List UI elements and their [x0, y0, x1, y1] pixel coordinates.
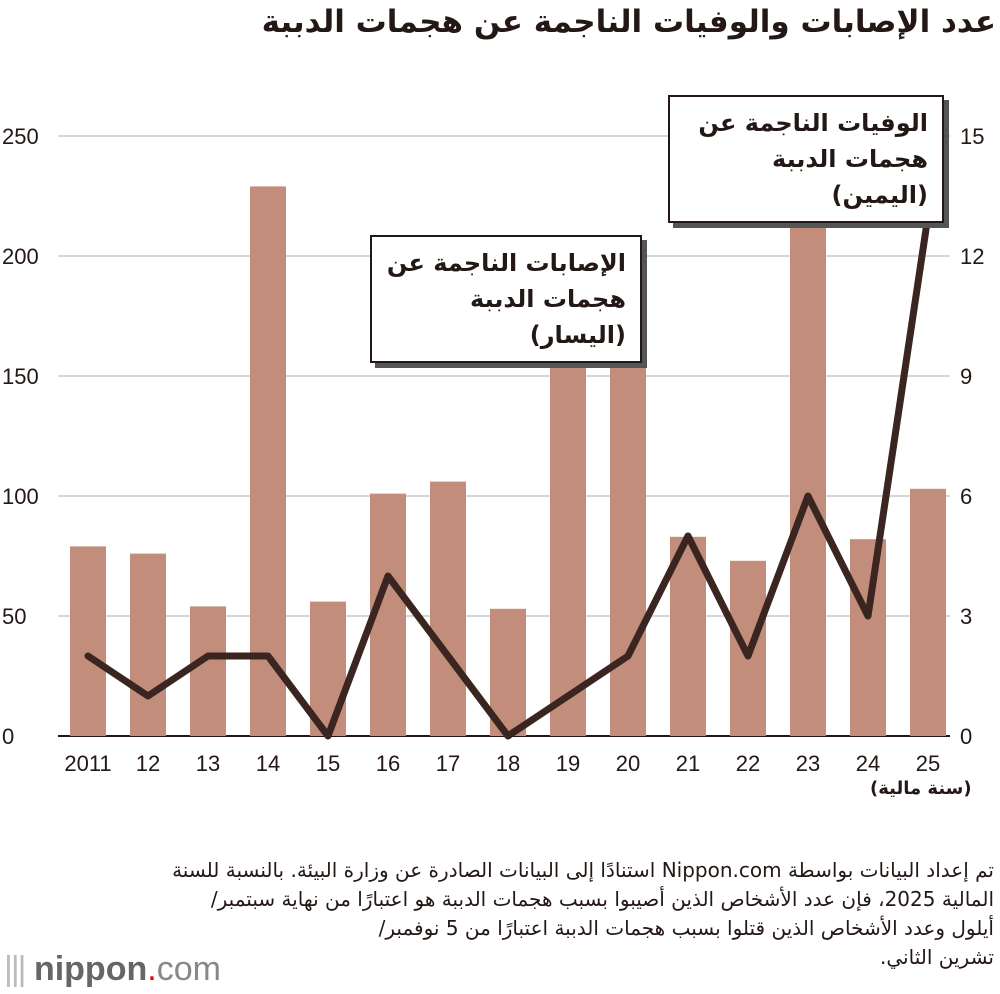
callout-line: هجمات الدببة (اليسار): [470, 285, 626, 349]
y-left-tick-label: 150: [2, 364, 39, 389]
y-right-tick-label: 15: [960, 124, 984, 149]
x-tick-label: 20: [616, 751, 640, 776]
x-tick-label: 17: [436, 751, 460, 776]
nippon-logo: ||| nippon.com: [4, 950, 221, 988]
x-tick-label: 14: [256, 751, 280, 776]
y-left-tick-label: 200: [2, 244, 39, 269]
footnote-line: المالية 2025، فإن عدد الأشخاص الذين أصيب…: [210, 887, 994, 911]
y-right-tick-label: 6: [960, 484, 972, 509]
y-left-tick-label: 0: [2, 724, 14, 749]
x-axis-unit: (سنة مالية): [870, 778, 972, 799]
deaths-callout: الوفيات الناجمة عن هجمات الدببة (اليمين): [668, 95, 944, 223]
y-right-tick-label: 0: [960, 724, 972, 749]
bar: [550, 361, 586, 736]
bar: [850, 539, 886, 736]
x-tick-label: 15: [316, 751, 340, 776]
y-left-tick-label: 250: [2, 124, 39, 149]
footnote-line: أيلول وعدد الأشخاص الذين قتلوا بسبب هجما…: [378, 916, 994, 940]
y-right-tick-label: 3: [960, 604, 972, 629]
x-tick-label: 23: [796, 751, 820, 776]
bar: [130, 553, 166, 736]
footnote-line: تم إعداد البيانات بواسطة Nippon.com استن…: [172, 858, 994, 882]
x-tick-label: 24: [856, 751, 880, 776]
x-tick-label: 13: [196, 751, 220, 776]
x-tick-label: 19: [556, 751, 580, 776]
bar: [190, 606, 226, 736]
callout-line: هجمات الدببة (اليمين): [772, 145, 928, 209]
x-tick-label: 2011: [64, 751, 111, 776]
x-tick-label: 12: [136, 751, 160, 776]
bar: [430, 481, 466, 736]
bar: [250, 186, 286, 736]
y-left-tick-label: 50: [2, 604, 26, 629]
y-left-tick-label: 100: [2, 484, 39, 509]
callout-line: الوفيات الناجمة عن: [698, 109, 928, 137]
y-right-tick-label: 12: [960, 244, 984, 269]
bar: [670, 536, 706, 736]
bar: [910, 488, 946, 736]
bar: [70, 546, 106, 736]
footnote-line: تشرين الثاني.: [880, 945, 994, 969]
chart-title: عدد الإصابات والوفيات الناجمة عن هجمات ا…: [261, 4, 996, 40]
x-tick-label: 18: [496, 751, 520, 776]
footnote: تم إعداد البيانات بواسطة Nippon.com استن…: [14, 856, 994, 972]
y-right-tick-label: 9: [960, 364, 972, 389]
callout-line: الإصابات الناجمة عن: [386, 249, 626, 277]
x-tick-label: 25: [916, 751, 940, 776]
bar: [610, 361, 646, 736]
x-tick-label: 22: [736, 751, 760, 776]
injuries-callout: الإصابات الناجمة عن هجمات الدببة (اليسار…: [370, 235, 642, 363]
x-tick-label: 16: [376, 751, 400, 776]
bar: [790, 224, 826, 737]
x-tick-label: 21: [676, 751, 700, 776]
